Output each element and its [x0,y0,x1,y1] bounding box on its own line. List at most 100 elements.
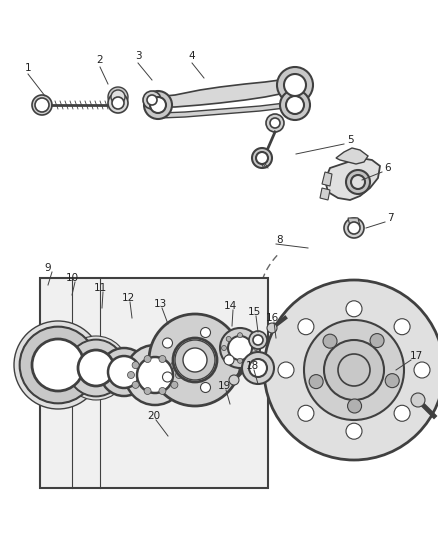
Circle shape [277,67,313,103]
Circle shape [226,336,231,342]
Circle shape [309,375,323,389]
Circle shape [284,74,306,96]
Circle shape [229,375,239,385]
Circle shape [385,374,399,387]
Circle shape [338,354,370,386]
Circle shape [237,358,243,364]
Circle shape [256,152,268,164]
Circle shape [270,118,280,128]
Circle shape [370,334,384,348]
Circle shape [149,314,241,406]
Polygon shape [325,158,380,200]
Circle shape [346,170,370,194]
Circle shape [254,345,258,351]
Circle shape [394,319,410,335]
Circle shape [298,319,314,335]
Circle shape [322,338,386,402]
Circle shape [78,350,114,386]
Circle shape [249,336,254,342]
Circle shape [298,405,314,421]
Circle shape [132,361,139,369]
Circle shape [171,361,178,369]
Circle shape [108,356,140,388]
Bar [40,278,268,488]
Circle shape [175,340,215,380]
Circle shape [346,301,362,317]
Polygon shape [320,188,330,200]
Circle shape [137,357,173,393]
Circle shape [68,340,124,396]
Text: 15: 15 [247,307,261,317]
Circle shape [125,345,185,405]
Text: 10: 10 [65,273,78,283]
Circle shape [253,335,263,345]
Text: 19: 19 [217,381,231,391]
Circle shape [323,334,337,348]
Text: 13: 13 [153,299,166,309]
Circle shape [20,327,96,403]
Circle shape [228,336,252,360]
Circle shape [173,338,217,382]
Circle shape [144,356,151,362]
Text: 9: 9 [45,263,51,273]
Text: 5: 5 [347,135,353,145]
Circle shape [324,340,384,400]
Circle shape [222,345,226,351]
Circle shape [249,331,267,349]
Text: 16: 16 [265,313,279,323]
Text: 12: 12 [121,293,134,303]
Text: 4: 4 [189,51,195,61]
Circle shape [226,354,231,360]
Circle shape [344,218,364,238]
Polygon shape [155,79,292,107]
Circle shape [147,95,157,105]
Circle shape [348,399,361,413]
Circle shape [249,354,254,360]
Polygon shape [160,102,295,118]
Text: 2: 2 [97,55,103,65]
Circle shape [278,362,294,378]
Circle shape [144,91,172,119]
Text: 20: 20 [148,411,161,421]
Polygon shape [336,148,368,164]
Circle shape [348,222,360,234]
Circle shape [304,320,404,420]
Circle shape [224,355,234,365]
Circle shape [220,328,260,368]
Text: 7: 7 [387,213,393,223]
Polygon shape [322,172,332,186]
Circle shape [183,348,207,372]
Circle shape [266,114,284,132]
Circle shape [159,356,166,362]
Circle shape [162,338,173,348]
Circle shape [143,91,161,109]
Circle shape [132,382,139,389]
Text: 18: 18 [245,361,258,371]
Circle shape [237,333,243,338]
Circle shape [108,87,128,107]
Circle shape [286,96,304,114]
Circle shape [249,359,267,377]
Circle shape [108,93,128,113]
Circle shape [159,387,166,394]
Circle shape [20,327,96,403]
Circle shape [100,348,148,396]
Circle shape [267,323,277,333]
Text: 3: 3 [135,51,141,61]
Circle shape [64,336,128,400]
Circle shape [394,405,410,421]
Circle shape [144,387,151,394]
Circle shape [35,98,49,112]
Circle shape [32,95,52,115]
Circle shape [414,362,430,378]
Circle shape [201,383,211,392]
Text: 1: 1 [25,63,31,73]
Circle shape [68,340,124,396]
Text: 11: 11 [93,283,106,293]
Circle shape [127,372,134,378]
Circle shape [171,382,178,389]
Circle shape [14,321,102,409]
Circle shape [346,423,362,439]
Circle shape [112,97,124,109]
Circle shape [32,339,84,391]
